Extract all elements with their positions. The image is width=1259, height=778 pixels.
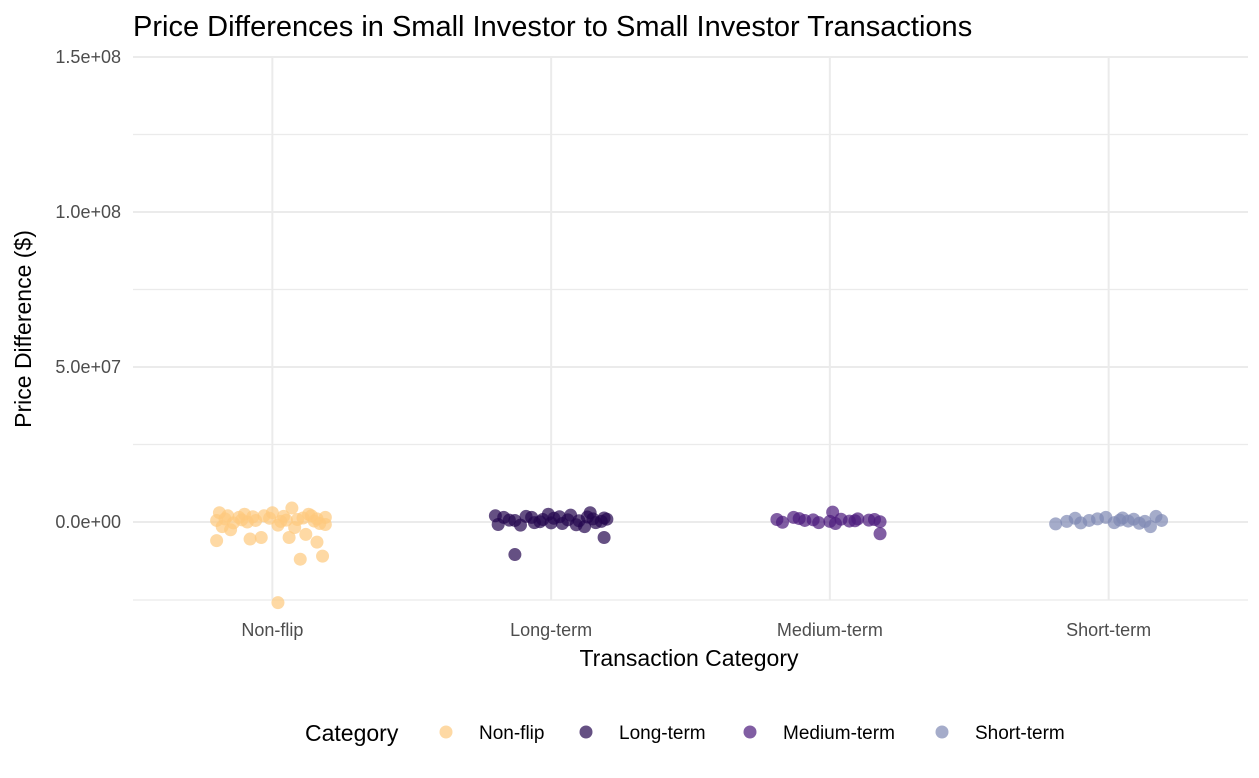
data-point bbox=[316, 549, 330, 563]
data-point bbox=[513, 518, 527, 532]
data-point bbox=[828, 517, 842, 531]
data-point bbox=[215, 520, 229, 534]
y-tick-label: 1.0e+08 bbox=[55, 202, 121, 222]
x-tick-label: Non-flip bbox=[241, 620, 303, 640]
data-point bbox=[1074, 516, 1088, 530]
legend-title: Category bbox=[305, 720, 399, 746]
legend-label: Long-term bbox=[619, 723, 706, 744]
x-tick-label: Long-term bbox=[510, 620, 592, 640]
legend-key bbox=[579, 725, 593, 739]
legend-key bbox=[439, 725, 453, 739]
y-tick-label: 0.0e+00 bbox=[55, 512, 121, 532]
data-point bbox=[533, 515, 547, 529]
data-point bbox=[1116, 511, 1130, 525]
data-point bbox=[775, 515, 789, 529]
series-medium-term bbox=[770, 505, 887, 541]
data-point bbox=[210, 534, 224, 548]
data-point bbox=[848, 514, 862, 528]
data-point bbox=[285, 501, 299, 515]
legend: Category Non-flip Long-term Medium-term Sho… bbox=[305, 720, 1065, 746]
data-point bbox=[293, 552, 307, 566]
legend-key bbox=[935, 725, 949, 739]
data-point bbox=[597, 531, 611, 544]
data-point bbox=[246, 510, 260, 524]
legend-label: Non-flip bbox=[479, 723, 544, 744]
data-point bbox=[491, 517, 505, 531]
data-point bbox=[282, 531, 296, 544]
y-tick-label: 5.0e+07 bbox=[55, 357, 121, 377]
x-tick-label: Medium-term bbox=[777, 620, 883, 640]
data-point bbox=[502, 513, 516, 527]
series-short-term bbox=[1049, 509, 1169, 534]
y-axis-title: Price Difference ($) bbox=[10, 230, 36, 428]
data-point bbox=[221, 509, 235, 523]
chart-title: Price Differences in Small Investor to S… bbox=[133, 11, 972, 43]
data-point bbox=[310, 512, 324, 526]
data-point bbox=[873, 527, 887, 541]
data-point bbox=[296, 511, 310, 525]
axis-ticks: 0.0e+00 5.0e+07 1.0e+08 1.5e+08 Non-flip Long… bbox=[55, 47, 1151, 640]
data-point bbox=[1049, 517, 1063, 531]
data-point bbox=[1143, 520, 1157, 534]
data-point bbox=[1090, 512, 1104, 526]
x-tick-label: Short-term bbox=[1066, 620, 1151, 640]
y-tick-label: 1.5e+08 bbox=[55, 47, 121, 67]
legend-label: Short-term bbox=[975, 723, 1065, 744]
x-axis-title: Transaction Category bbox=[579, 645, 799, 671]
data-point bbox=[235, 513, 249, 527]
data-point bbox=[271, 596, 285, 610]
data-point bbox=[792, 512, 806, 526]
legend-label: Medium-term bbox=[783, 723, 895, 744]
data-point bbox=[288, 521, 302, 535]
data-point bbox=[806, 513, 820, 527]
data-point bbox=[243, 532, 257, 546]
data-point bbox=[274, 514, 288, 528]
data-point bbox=[508, 548, 522, 562]
data-points bbox=[210, 501, 1169, 610]
data-point bbox=[1155, 513, 1169, 527]
data-point bbox=[310, 535, 324, 549]
series-long-term bbox=[488, 506, 614, 562]
data-point bbox=[254, 531, 268, 544]
data-point bbox=[1132, 516, 1146, 530]
legend-key bbox=[743, 725, 757, 739]
data-point bbox=[867, 513, 881, 527]
series-non-flip bbox=[210, 501, 332, 610]
data-point bbox=[257, 509, 271, 523]
data-point bbox=[299, 527, 313, 541]
data-point bbox=[597, 511, 611, 525]
data-point bbox=[569, 518, 583, 532]
